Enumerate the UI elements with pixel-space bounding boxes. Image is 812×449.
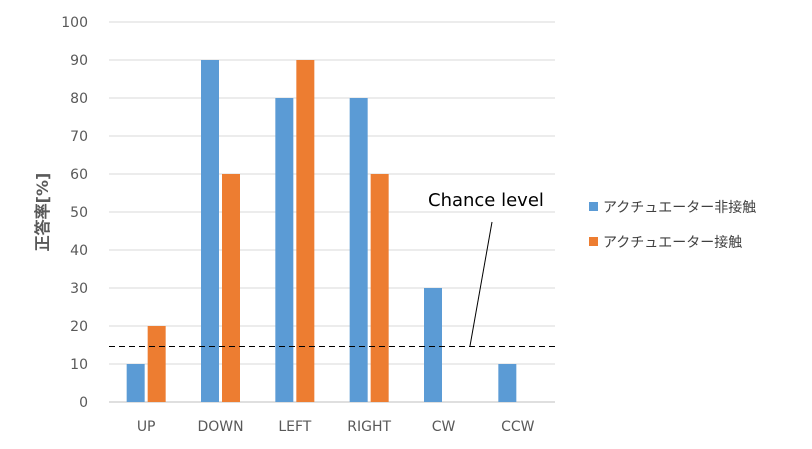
- y-tick-label: 30: [70, 281, 88, 297]
- bar-ccw-series-1: [498, 364, 517, 402]
- bar-cw-series-1: [424, 288, 442, 402]
- x-tick-label: UP: [137, 419, 156, 435]
- bar-right-series-1: [349, 98, 368, 402]
- bar-up-series-2: [147, 326, 166, 402]
- bar-down-series-2: [222, 174, 240, 402]
- bar-left-series-2: [296, 60, 315, 402]
- x-tick-label: DOWN: [197, 419, 243, 435]
- bar-down-series-1: [201, 60, 219, 402]
- legend-swatch: [589, 237, 598, 246]
- y-tick-label: 60: [70, 167, 88, 183]
- bar-up-series-1: [126, 364, 145, 402]
- legend-label: アクチュエーター接触: [603, 234, 742, 251]
- gridlines: [109, 21, 555, 403]
- x-tick-labels: UP DOWN LEFT RIGHT CW CCW: [137, 419, 535, 435]
- y-axis-title: 正答率[%]: [33, 173, 52, 252]
- chance-level-pointer: [469, 221, 493, 347]
- y-tick-label: 10: [70, 357, 88, 373]
- y-tick-label: 80: [70, 91, 88, 107]
- y-tick-labels: 0 10 20 30 40 50 60 70 80 90 100: [61, 15, 88, 411]
- y-tick-label: 100: [61, 15, 88, 31]
- y-tick-label: 20: [70, 319, 88, 335]
- y-tick-label: 50: [70, 205, 88, 221]
- x-tick-label: CCW: [501, 419, 535, 435]
- legend-swatch: [589, 202, 598, 211]
- x-tick-label: RIGHT: [347, 419, 391, 435]
- bar-right-series-2: [370, 174, 389, 402]
- bar-left-series-1: [275, 98, 294, 402]
- x-tick-label: LEFT: [278, 419, 311, 435]
- y-tick-label: 90: [70, 53, 88, 69]
- y-tick-label: 40: [70, 243, 88, 259]
- bars: [126, 60, 517, 402]
- legend-label: アクチュエーター非接触: [603, 199, 756, 216]
- y-tick-label: 0: [79, 395, 88, 411]
- chance-level-label: Chance level: [428, 190, 544, 211]
- x-tick-label: CW: [432, 419, 456, 435]
- y-tick-label: 70: [70, 129, 88, 145]
